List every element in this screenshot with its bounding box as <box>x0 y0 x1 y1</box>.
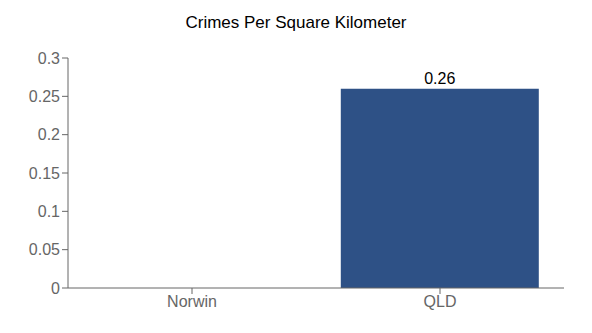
svg-text:0.25: 0.25 <box>29 88 60 105</box>
svg-text:0.26: 0.26 <box>424 70 455 87</box>
svg-text:0.05: 0.05 <box>29 241 60 258</box>
svg-text:0.1: 0.1 <box>38 203 60 220</box>
svg-text:QLD: QLD <box>424 293 457 310</box>
svg-text:0: 0 <box>51 280 60 297</box>
svg-text:Norwin: Norwin <box>167 293 217 310</box>
svg-text:0.3: 0.3 <box>38 50 60 67</box>
svg-text:0.15: 0.15 <box>29 165 60 182</box>
html-text:Crimes Per Square Kilometer: Crimes Per Square Kilometer <box>185 13 407 32</box>
svg-text:0.2: 0.2 <box>38 126 60 143</box>
